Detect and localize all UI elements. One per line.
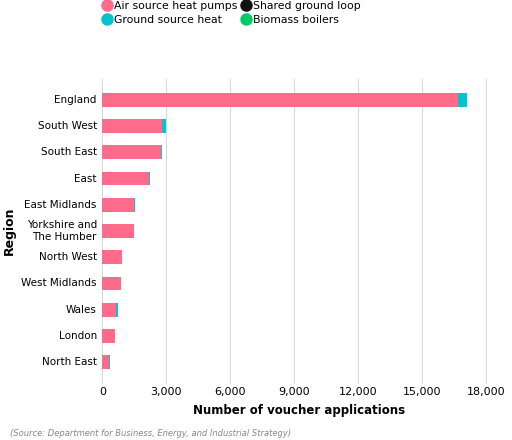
Bar <box>102 250 121 264</box>
Bar <box>162 119 166 133</box>
Bar <box>102 277 120 290</box>
X-axis label: Number of voucher applications: Number of voucher applications <box>194 404 406 417</box>
Y-axis label: Region: Region <box>3 207 16 255</box>
Bar <box>102 198 134 212</box>
Bar <box>102 356 110 369</box>
Bar <box>102 172 150 185</box>
Bar <box>102 93 458 106</box>
Bar <box>102 303 116 316</box>
Bar <box>102 146 161 159</box>
Bar <box>102 329 115 343</box>
Text: (Source: Department for Business, Energy, and Industrial Strategy): (Source: Department for Business, Energy… <box>10 429 291 438</box>
Bar <box>161 146 162 159</box>
Bar <box>116 303 118 316</box>
Bar <box>458 93 467 106</box>
Bar <box>102 119 162 133</box>
Bar <box>102 224 134 238</box>
Legend: Air source heat pumps, Ground source heat, Shared ground loop, Biomass boilers: Air source heat pumps, Ground source hea… <box>104 0 361 25</box>
